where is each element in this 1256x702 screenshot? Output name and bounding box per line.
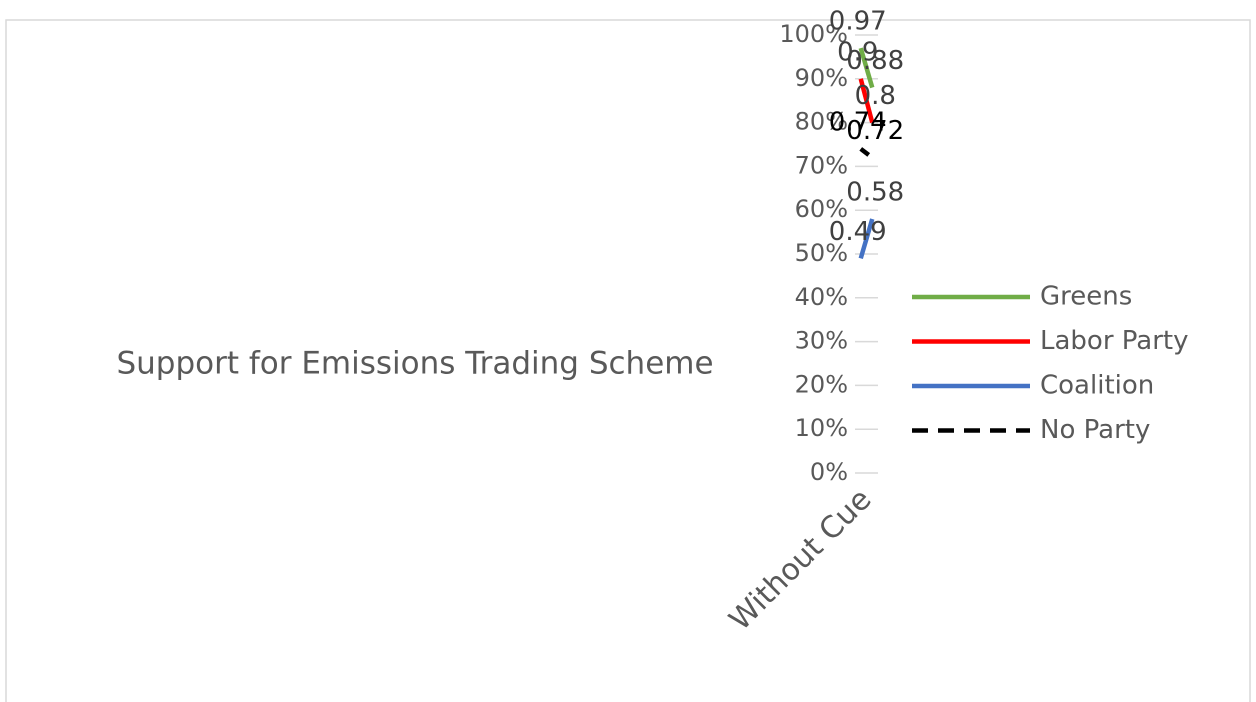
data-label: 0.8 xyxy=(855,81,896,111)
data-label: 0.97 xyxy=(829,7,887,37)
data-label: 0.72 xyxy=(846,116,904,146)
y-tick-label: 0% xyxy=(810,458,848,486)
data-label: 0.88 xyxy=(846,46,904,76)
legend-label: Coalition xyxy=(1040,371,1154,401)
y-tick-label: 20% xyxy=(795,370,848,398)
y-tick-label: 90% xyxy=(795,64,848,92)
y-tick-label: 100% xyxy=(779,20,848,48)
chart-title: Support for Emissions Trading Scheme xyxy=(116,346,713,382)
y-tick-label: 50% xyxy=(795,239,848,267)
x-tick-label: Without Cue xyxy=(723,482,879,638)
y-tick-label: 30% xyxy=(795,327,848,355)
chart-border xyxy=(5,19,1251,702)
data-label: 0.9 xyxy=(837,37,878,67)
y-tick-label: 60% xyxy=(795,195,848,223)
y-tick-label: 70% xyxy=(795,151,848,179)
data-label: 0.74 xyxy=(829,107,887,137)
series-line xyxy=(859,147,874,160)
data-label: 0.58 xyxy=(846,177,904,207)
data-label: 0.49 xyxy=(829,217,887,247)
series-line xyxy=(858,47,875,89)
series-line xyxy=(858,78,875,124)
legend-label: Labor Party xyxy=(1040,326,1189,356)
legend-label: Greens xyxy=(1040,282,1132,312)
y-tick-label: 80% xyxy=(795,108,848,136)
y-tick-label: 40% xyxy=(795,283,848,311)
legend-label: No Party xyxy=(1040,415,1150,445)
series-line xyxy=(858,218,875,260)
y-tick-label: 10% xyxy=(795,414,848,442)
